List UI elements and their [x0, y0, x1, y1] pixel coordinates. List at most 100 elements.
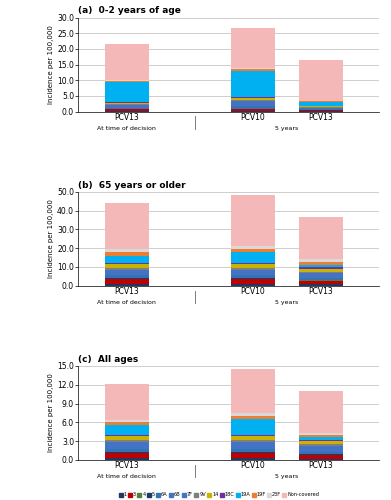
Legend: 1, 3, 4, 5, 6A, 6B, 7F, 9V, 14, 18C, 19A, 19F, 23F, Non-covered: 1, 3, 4, 5, 6A, 6B, 7F, 9V, 14, 18C, 19A…: [118, 492, 319, 498]
Bar: [231, 98, 275, 100]
Bar: [231, 248, 275, 252]
Bar: [231, 450, 275, 452]
Bar: [231, 436, 275, 440]
Bar: [299, 268, 343, 272]
Bar: [231, 284, 275, 286]
Text: At time of decision: At time of decision: [97, 474, 156, 479]
Bar: [231, 413, 275, 416]
Bar: [231, 279, 275, 284]
Bar: [231, 106, 275, 109]
Bar: [299, 107, 343, 108]
Bar: [105, 256, 149, 262]
Bar: [105, 104, 149, 105]
Y-axis label: Incidence per 100,000: Incidence per 100,000: [48, 200, 54, 278]
Bar: [231, 68, 275, 70]
Bar: [299, 110, 343, 111]
Bar: [299, 108, 343, 110]
Bar: [231, 442, 275, 446]
Bar: [299, 102, 343, 106]
Bar: [299, 440, 343, 442]
Text: 5 years: 5 years: [275, 474, 299, 479]
Text: (a)  0-2 years of age: (a) 0-2 years of age: [78, 6, 181, 16]
Y-axis label: Incidence per 100,000: Incidence per 100,000: [48, 374, 54, 452]
Bar: [105, 106, 149, 108]
Bar: [105, 442, 149, 446]
Bar: [231, 97, 275, 98]
Bar: [105, 82, 149, 102]
Bar: [299, 262, 343, 264]
Bar: [105, 108, 149, 109]
Bar: [299, 280, 343, 284]
Bar: [105, 80, 149, 82]
Bar: [105, 268, 149, 270]
Bar: [231, 110, 275, 111]
Bar: [231, 268, 275, 270]
Bar: [231, 262, 275, 264]
Bar: [105, 453, 149, 458]
Bar: [231, 278, 275, 279]
Bar: [105, 44, 149, 80]
Bar: [299, 449, 343, 452]
Bar: [231, 446, 275, 450]
Bar: [105, 252, 149, 256]
Bar: [299, 444, 343, 446]
Bar: [299, 264, 343, 268]
Bar: [105, 440, 149, 442]
Bar: [105, 420, 149, 422]
Bar: [299, 446, 343, 449]
Bar: [105, 272, 149, 276]
Y-axis label: Incidence per 100,000: Incidence per 100,000: [48, 25, 54, 104]
Bar: [105, 102, 149, 104]
Bar: [105, 111, 149, 112]
Text: At time of decision: At time of decision: [97, 300, 156, 305]
Bar: [299, 217, 343, 260]
Bar: [299, 434, 343, 437]
Bar: [105, 284, 149, 286]
Bar: [231, 252, 275, 262]
Text: 5 years: 5 years: [275, 300, 299, 305]
Bar: [231, 270, 275, 272]
Bar: [299, 272, 343, 273]
Bar: [299, 276, 343, 278]
Bar: [105, 276, 149, 278]
Bar: [231, 419, 275, 435]
Bar: [105, 384, 149, 420]
Bar: [299, 455, 343, 458]
Bar: [299, 100, 343, 102]
Bar: [299, 260, 343, 262]
Bar: [105, 264, 149, 268]
Bar: [105, 458, 149, 460]
Bar: [105, 203, 149, 250]
Bar: [231, 369, 275, 413]
Bar: [231, 246, 275, 248]
Bar: [231, 102, 275, 103]
Bar: [299, 442, 343, 444]
Bar: [105, 422, 149, 426]
Bar: [299, 278, 343, 280]
Bar: [299, 284, 343, 286]
Bar: [299, 60, 343, 100]
Bar: [299, 433, 343, 434]
Bar: [231, 272, 275, 276]
Bar: [105, 426, 149, 435]
Bar: [105, 262, 149, 264]
Bar: [231, 70, 275, 97]
Bar: [299, 437, 343, 440]
Bar: [231, 458, 275, 460]
Bar: [299, 273, 343, 276]
Bar: [231, 276, 275, 278]
Bar: [231, 28, 275, 68]
Bar: [231, 196, 275, 246]
Bar: [105, 446, 149, 450]
Bar: [105, 435, 149, 436]
Bar: [105, 105, 149, 106]
Bar: [105, 450, 149, 452]
Bar: [105, 250, 149, 252]
Bar: [231, 100, 275, 102]
Bar: [231, 103, 275, 106]
Text: (b)  65 years or older: (b) 65 years or older: [78, 180, 186, 190]
Bar: [231, 440, 275, 442]
Text: 5 years: 5 years: [275, 126, 299, 131]
Text: At time of decision: At time of decision: [97, 126, 156, 131]
Bar: [105, 279, 149, 284]
